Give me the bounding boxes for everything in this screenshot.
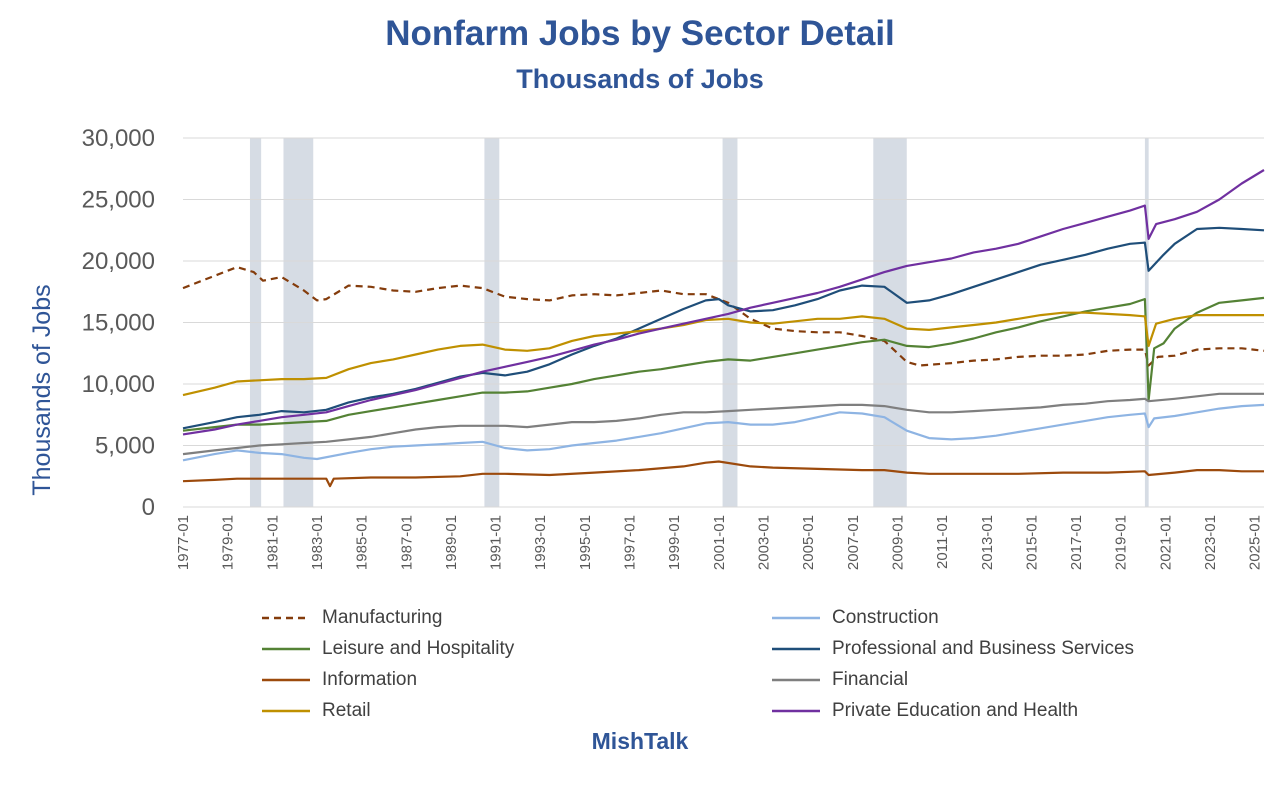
source-credit: MishTalk — [591, 728, 689, 754]
x-tick-label: 2017-01 — [1068, 515, 1085, 570]
x-tick-label: 1991-01 — [488, 515, 505, 570]
y-tick-label: 30,000 — [82, 125, 155, 152]
x-tick-label: 2019-01 — [1113, 515, 1130, 570]
x-tick-label: 1985-01 — [354, 515, 371, 570]
series-line — [182, 296, 1265, 432]
series-line — [182, 266, 1265, 367]
series-line — [182, 169, 1265, 436]
x-tick-label: 2003-01 — [756, 515, 773, 570]
x-tick-label: 2013-01 — [979, 515, 996, 570]
x-axis-ticks: 1977-01 1979-01 1981-01 1983-01 1985-01 1987-… — [175, 515, 1264, 570]
legend-label: Information — [322, 669, 418, 690]
series-lines — [182, 169, 1265, 488]
legend-label: Manufacturing — [322, 607, 443, 628]
x-tick-label: 2001-01 — [711, 515, 728, 570]
legend-swatch — [772, 678, 820, 682]
x-tick-label: 2015-01 — [1023, 515, 1040, 570]
x-tick-label: 1981-01 — [264, 515, 281, 570]
x-tick-label: 2025-01 — [1247, 515, 1264, 570]
y-tick-label: 5,000 — [95, 433, 155, 460]
gridlines — [183, 137, 1264, 508]
x-tick-label: 2009-01 — [889, 515, 906, 570]
legend-item: Retail — [260, 697, 371, 725]
x-tick-label: 1997-01 — [622, 515, 639, 570]
y-axis-title: Thousands of Jobs — [28, 284, 56, 495]
y-axis-ticks: 0 5,000 10,000 15,000 20,000 25,000 30,000 — [82, 125, 155, 521]
legend-swatch — [772, 647, 820, 651]
legend-label: Financial — [832, 669, 909, 690]
legend-item: Information — [260, 666, 417, 694]
x-tick-label: 1983-01 — [309, 515, 326, 570]
legend-item: Leisure and Hospitality — [260, 635, 514, 663]
y-tick-label: 25,000 — [82, 187, 155, 214]
series-line — [182, 226, 1265, 430]
y-tick-label: 0 — [142, 494, 155, 521]
legend-swatch — [262, 678, 310, 682]
x-tick-label: 1999-01 — [666, 515, 683, 570]
legend-swatch — [262, 616, 310, 620]
x-tick-label: 1995-01 — [577, 515, 594, 570]
legend-label: Retail — [322, 700, 371, 721]
chart-subtitle: Thousands of Jobs — [516, 64, 764, 94]
y-tick-label: 20,000 — [82, 248, 155, 275]
x-tick-label: 1977-01 — [175, 515, 192, 570]
legend-label: Construction — [832, 607, 939, 628]
legend-item: Professional and Business Services — [770, 635, 1134, 663]
legend-label: Professional and Business Services — [832, 638, 1135, 659]
x-tick-label: 2011-01 — [934, 515, 951, 569]
x-tick-label: 1989-01 — [443, 515, 460, 570]
y-tick-label: 10,000 — [82, 371, 155, 398]
legend-item: Private Education and Health — [770, 697, 1078, 725]
x-tick-label: 2005-01 — [800, 515, 817, 570]
x-tick-label: 1979-01 — [220, 515, 237, 570]
series-line — [182, 311, 1264, 397]
legend-item: Construction — [770, 604, 939, 632]
y-tick-label: 15,000 — [82, 310, 155, 337]
series-line — [182, 392, 1264, 456]
series-line — [182, 460, 1264, 488]
x-tick-label: 2023-01 — [1202, 515, 1219, 570]
x-tick-label: 1987-01 — [398, 515, 415, 570]
legend-item: Manufacturing — [260, 604, 442, 632]
legend-item: Financial — [770, 666, 908, 694]
legend-swatch — [262, 709, 310, 713]
chart-title: Nonfarm Jobs by Sector Detail — [385, 14, 895, 53]
legend-swatch — [262, 647, 310, 651]
x-tick-label: 2021-01 — [1157, 515, 1174, 570]
series-line — [182, 403, 1265, 462]
legend-swatch — [772, 616, 820, 620]
x-tick-label: 2007-01 — [845, 515, 862, 570]
legend-swatch — [772, 709, 820, 713]
x-tick-label: 1993-01 — [532, 515, 549, 570]
legend-label: Private Education and Health — [832, 700, 1079, 721]
legend-label: Leisure and Hospitality — [322, 638, 515, 659]
